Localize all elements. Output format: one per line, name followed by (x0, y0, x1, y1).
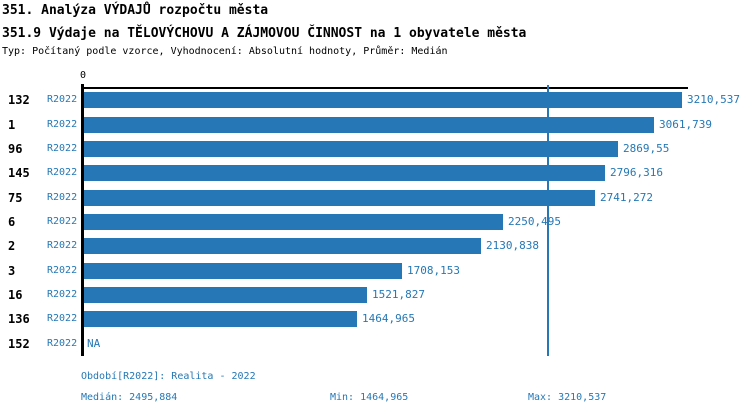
value-label: 2796,316 (610, 166, 663, 180)
value-label-na: NA (87, 336, 101, 350)
row-rank-label: 2 (8, 239, 16, 254)
y-axis-line (81, 84, 84, 356)
row-rank-label: 96 (8, 141, 23, 156)
value-label: 2130,838 (486, 239, 539, 253)
x-axis-zero-tick-label: 0 (79, 70, 87, 81)
value-bar (84, 214, 503, 230)
row-rank-label: 6 (8, 215, 16, 229)
row-period-label: R2022 (47, 337, 78, 349)
report-meta-line: Typ: Počítaný podle vzorce, Vyhodnocení:… (2, 46, 448, 57)
row-period-label: R2022 (47, 142, 78, 154)
value-bar (84, 189, 595, 206)
row-rank-label: 3 (8, 263, 16, 278)
row-rank-label: 16 (8, 288, 23, 303)
row-rank-label: 136 (8, 312, 30, 327)
footer-median-stat: Medián: 2495,884 (81, 392, 178, 403)
row-rank-label: 132 (8, 93, 30, 108)
value-bar (84, 311, 357, 328)
value-bar (84, 165, 605, 182)
x-axis-line (84, 87, 688, 89)
value-label: 2250,495 (508, 215, 561, 228)
chart-row: 132 R2022 3210,537 (0, 92, 750, 109)
chart-row: 2 R2022 2130,838 (0, 238, 750, 255)
value-label: 1464,965 (362, 312, 415, 326)
row-period-label: R2022 (47, 264, 78, 276)
bar-rows-container: 132 R2022 3210,537 1 R2022 3061,739 96 R2022 286… (0, 88, 750, 356)
chart-row: 96 R2022 2869,55 (0, 140, 750, 157)
value-label: 1521,827 (372, 288, 425, 302)
row-rank-label: 75 (8, 190, 23, 205)
value-label: 3061,739 (659, 117, 712, 131)
chart-row: 3 R2022 1708,153 (0, 262, 750, 279)
value-bar (84, 287, 367, 304)
row-period-label: R2022 (47, 167, 78, 179)
row-period-label: R2022 (47, 216, 78, 227)
value-label: 2869,55 (623, 141, 670, 155)
value-label: 2741,272 (600, 190, 653, 204)
value-label: 3210,537 (687, 93, 740, 107)
row-period-label: R2022 (47, 313, 78, 325)
value-bar (84, 116, 654, 133)
value-label: 1708,153 (407, 263, 460, 277)
row-period-label: R2022 (47, 191, 78, 203)
footer-period-info: Období[R2022]: Realita - 2022 (81, 371, 256, 382)
row-rank-label: 152 (8, 336, 30, 351)
value-bar (84, 92, 682, 109)
chart-row: 75 R2022 2741,272 (0, 189, 750, 206)
chart-row: 152 R2022 NA (0, 336, 750, 352)
row-rank-label: 1 (8, 117, 16, 132)
chart-row: 145 R2022 2796,316 (0, 165, 750, 182)
chart-row: 1 R2022 3061,739 (0, 116, 750, 133)
row-period-label: R2022 (47, 289, 78, 301)
row-period-label: R2022 (47, 118, 78, 130)
row-period-label: R2022 (47, 240, 78, 252)
chart-row: 16 R2022 1521,827 (0, 287, 750, 304)
chart-row: 6 R2022 2250,495 (0, 214, 750, 230)
median-line (547, 85, 549, 356)
row-period-label: R2022 (47, 94, 78, 106)
footer-max-stat: Max: 3210,537 (528, 392, 607, 403)
row-rank-label: 145 (8, 166, 30, 181)
value-bar (84, 238, 481, 255)
report-title: 351. Analýza VÝDAJŮ rozpočtu města (2, 3, 269, 18)
value-bar (84, 262, 402, 279)
chart-row: 136 R2022 1464,965 (0, 311, 750, 328)
value-bar (84, 140, 618, 157)
footer-min-stat: Min: 1464,965 (330, 392, 409, 403)
report-subtitle: 351.9 Výdaje na TĚLOVÝCHOVU A ZÁJMOVOU Č… (2, 26, 527, 41)
